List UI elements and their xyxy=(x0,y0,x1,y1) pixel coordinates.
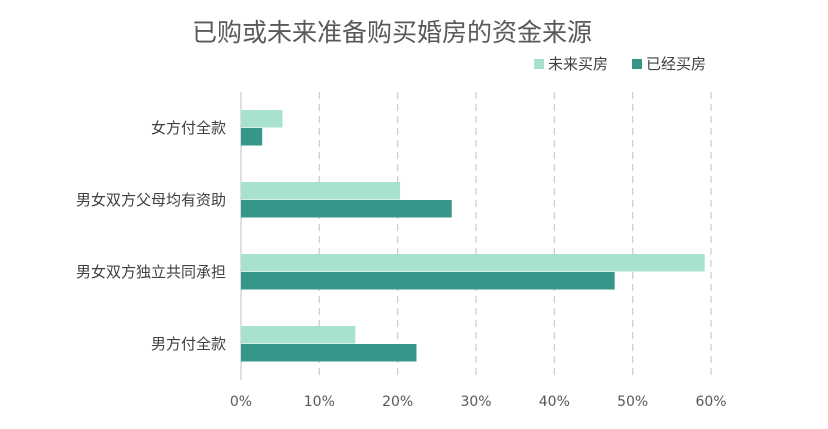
x-tick-label: 30% xyxy=(460,394,491,410)
x-tick-label: 50% xyxy=(617,394,648,410)
bar xyxy=(241,254,705,272)
category-label: 男女双方独立共同承担 xyxy=(76,263,226,281)
bar xyxy=(241,182,400,200)
chart-title: 已购或未来准备购买婚房的资金来源 xyxy=(192,18,592,47)
bar xyxy=(241,344,416,362)
bar xyxy=(241,326,355,344)
bar xyxy=(241,128,262,146)
legend-swatch xyxy=(534,59,544,69)
x-tick-label: 10% xyxy=(304,394,335,410)
legend-swatch xyxy=(632,59,642,69)
x-tick-label: 40% xyxy=(539,394,570,410)
x-tick-label: 0% xyxy=(230,394,252,410)
bar xyxy=(241,200,452,218)
legend-label: 未来买房 xyxy=(548,55,608,73)
bars xyxy=(241,110,705,362)
bar xyxy=(241,272,615,290)
gridlines xyxy=(319,92,711,380)
legend: 未来买房 已经买房 xyxy=(534,55,706,73)
x-tick-label: 20% xyxy=(382,394,413,410)
category-label: 女方付全款 xyxy=(151,119,226,137)
category-label: 男方付全款 xyxy=(151,335,226,353)
bar xyxy=(241,110,283,128)
legend-label: 已经买房 xyxy=(646,55,706,73)
x-tick-label: 60% xyxy=(695,394,726,410)
category-label: 男女双方父母均有资助 xyxy=(76,191,226,209)
x-tick-labels: 0% 10% 20% 30% 40% 50% 60% xyxy=(230,394,727,410)
